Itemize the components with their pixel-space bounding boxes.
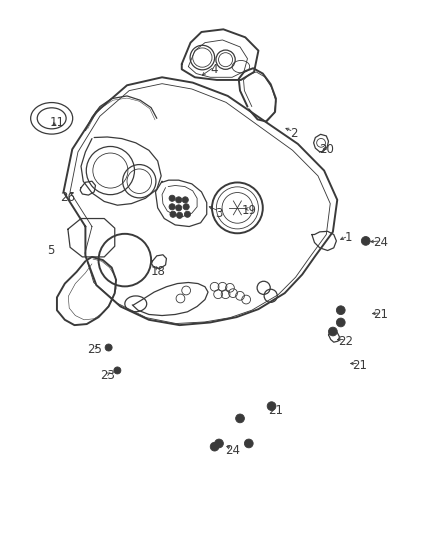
- Circle shape: [215, 439, 223, 448]
- Text: 1: 1: [344, 231, 352, 244]
- Circle shape: [336, 318, 345, 327]
- Text: 21: 21: [374, 308, 389, 321]
- Text: 11: 11: [49, 116, 64, 129]
- Circle shape: [336, 306, 345, 314]
- Circle shape: [210, 442, 219, 451]
- Circle shape: [170, 211, 176, 217]
- Text: 2: 2: [290, 127, 297, 140]
- Circle shape: [244, 439, 253, 448]
- Circle shape: [169, 204, 175, 210]
- Text: 22: 22: [339, 335, 353, 348]
- Text: 5: 5: [47, 244, 54, 257]
- Circle shape: [236, 414, 244, 423]
- Text: 26: 26: [60, 191, 75, 204]
- Circle shape: [177, 212, 183, 219]
- Text: 24: 24: [374, 236, 389, 249]
- Circle shape: [176, 197, 182, 203]
- Text: 4: 4: [211, 63, 219, 76]
- Circle shape: [361, 237, 370, 245]
- Text: 19: 19: [242, 204, 257, 217]
- Circle shape: [267, 402, 276, 410]
- Circle shape: [114, 367, 121, 374]
- Text: 3: 3: [215, 207, 223, 220]
- Circle shape: [183, 204, 189, 210]
- Circle shape: [184, 211, 191, 217]
- Text: 20: 20: [319, 143, 334, 156]
- Circle shape: [105, 344, 112, 351]
- Text: 25: 25: [87, 343, 102, 356]
- Text: 18: 18: [150, 265, 165, 278]
- Text: 23: 23: [100, 369, 115, 382]
- Text: 21: 21: [352, 359, 367, 372]
- Circle shape: [328, 327, 337, 336]
- Text: 24: 24: [225, 444, 240, 457]
- Circle shape: [182, 197, 188, 203]
- Circle shape: [176, 205, 182, 211]
- Text: 21: 21: [268, 404, 283, 417]
- Circle shape: [169, 195, 175, 201]
